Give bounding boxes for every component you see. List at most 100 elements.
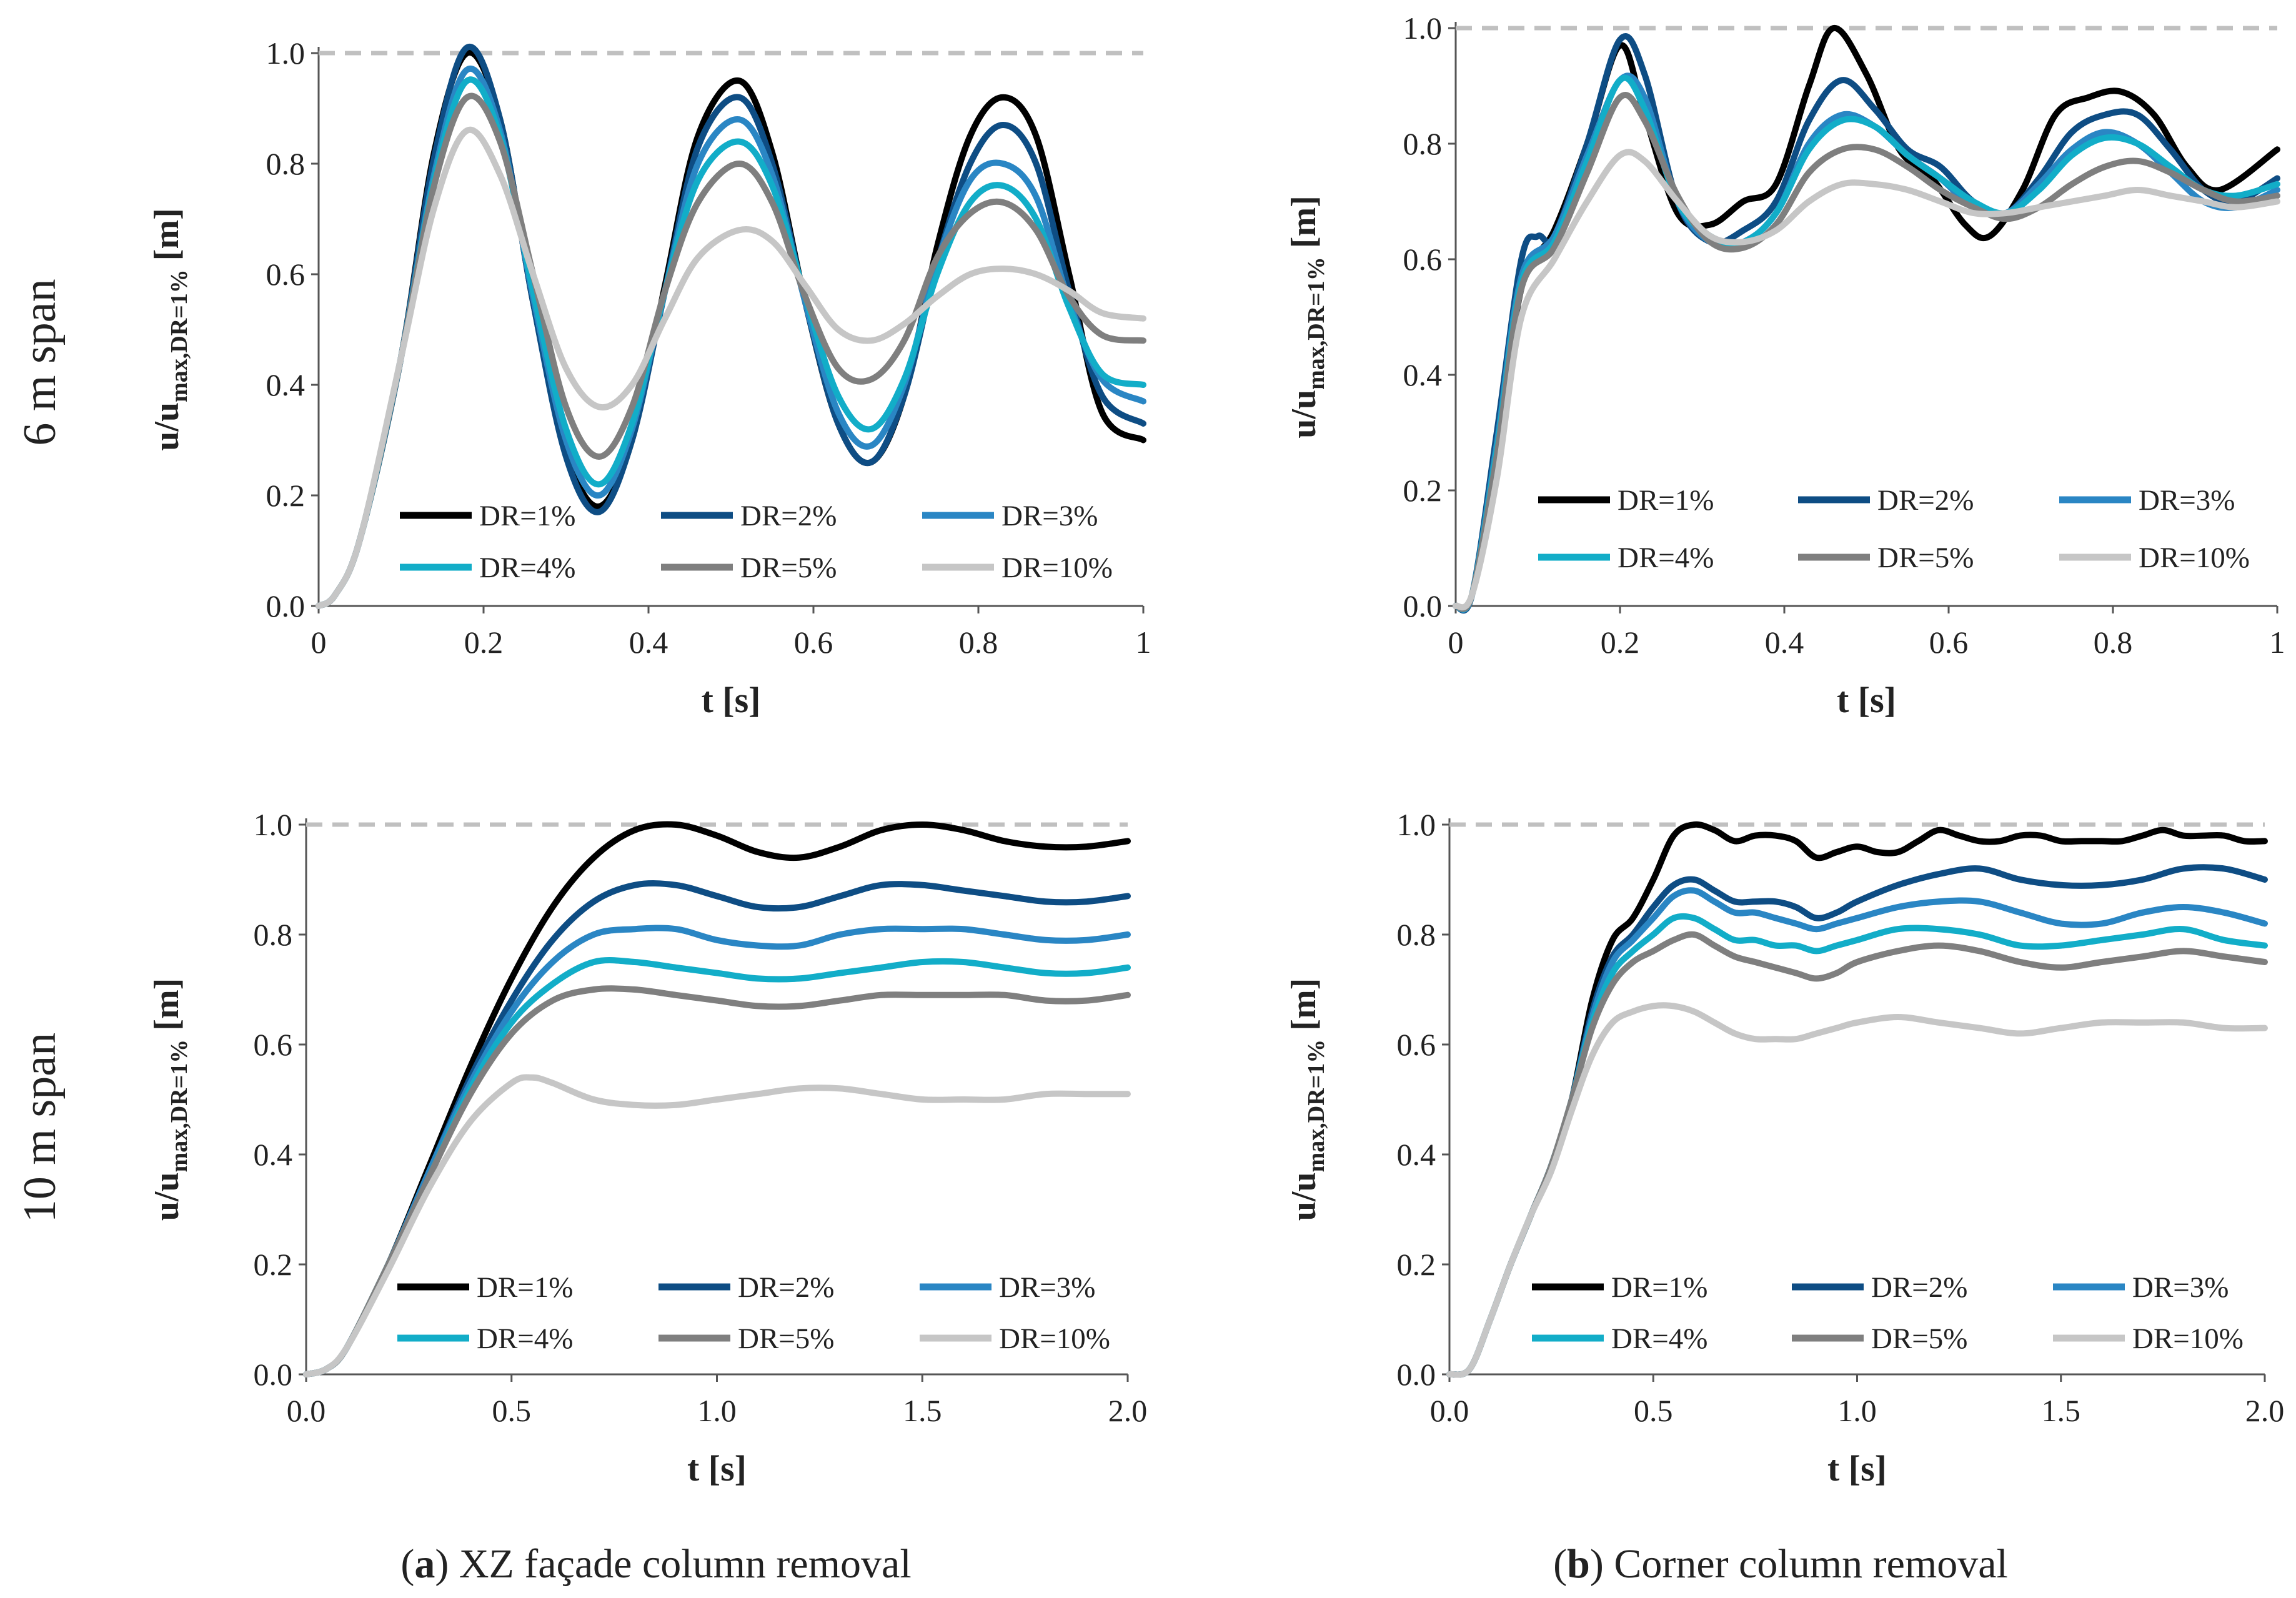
x-tick-label: 1 — [2270, 625, 2285, 660]
legend-label: DR=1% — [479, 500, 575, 532]
x-axis-label: t [s] — [1827, 1448, 1887, 1489]
legend-label: DR=10% — [1001, 552, 1113, 584]
legend-label: DR=2% — [738, 1271, 834, 1304]
y-tick-label: 0.0 — [266, 588, 306, 623]
y-tick-label: 0.8 — [266, 146, 306, 181]
legend-label: DR=4% — [1611, 1323, 1707, 1355]
y-axis-label-unit: [m] — [1285, 978, 1323, 1040]
panel-top-left: 0.0 0.2 0.4 0.6 0.8 1.0 0 0.2 0.4 0.6 0.8 1 DR=1% DR=… — [147, 36, 1151, 720]
x-tick-label: 0 — [311, 625, 327, 660]
y-tick-label: 0.2 — [1397, 1247, 1436, 1282]
legend-label: DR=4% — [1618, 542, 1714, 574]
series-line-dr5 — [316, 92, 1146, 609]
y-axis-label-main: u/u — [1285, 390, 1323, 439]
legend-label: DR=2% — [1871, 1271, 1967, 1304]
legend-label: DR=10% — [999, 1323, 1110, 1355]
y-tick-label: 0.0 — [1397, 1357, 1436, 1392]
legend-label: DR=1% — [1611, 1271, 1707, 1304]
y-axis-label-subscript: max,DR=1% — [166, 269, 192, 402]
series-line-dr10 — [303, 1074, 1131, 1377]
legend-label: DR=5% — [740, 552, 837, 584]
x-tick-label: 2.0 — [1108, 1393, 1148, 1428]
legend-label: DR=10% — [2139, 542, 2250, 574]
legend-label: DR=3% — [1001, 500, 1098, 532]
y-axis-label: u/umax,DR=1% [m] — [1285, 978, 1329, 1221]
panel-bottom-right: 0.0 0.2 0.4 0.6 0.8 1.0 0.0 0.5 1.0 1.5 2.0 DR=1% DR… — [1285, 807, 2284, 1489]
x-tick-label: 0.2 — [464, 625, 504, 660]
caption-a: (a) XZ façade column removal — [400, 1541, 911, 1587]
panel-bottom-left: 0.0 0.2 0.4 0.6 0.8 1.0 0.0 0.5 1.0 1.5 2.0 DR=1% DR… — [147, 807, 1147, 1489]
legend-label: DR=1% — [1618, 484, 1714, 517]
legend-label: DR=4% — [479, 552, 575, 584]
row-label-6m: 6 m span — [14, 279, 66, 445]
y-tick-label: 0.8 — [254, 917, 293, 952]
caption-a-text: XZ façade column removal — [459, 1541, 912, 1587]
x-tick-label: 0 — [1448, 625, 1464, 660]
series-line-dr5 — [1446, 931, 2268, 1378]
series-line-dr10 — [316, 126, 1146, 609]
legend-label: DR=3% — [2132, 1271, 2229, 1304]
y-axis-label-main: u/u — [147, 1172, 186, 1221]
caption-b: (b) Corner column removal — [1553, 1541, 2008, 1587]
legend-label: DR=3% — [999, 1271, 1095, 1304]
y-tick-label: 0.6 — [266, 257, 306, 292]
x-tick-label: 0.8 — [959, 625, 998, 660]
legend-label: DR=5% — [1871, 1323, 1967, 1355]
series-line-dr2 — [316, 44, 1146, 609]
y-tick-label: 0.4 — [1403, 357, 1443, 392]
legend-label: DR=4% — [477, 1323, 573, 1355]
x-tick-label: 0.5 — [1634, 1393, 1673, 1428]
y-tick-label: 0.2 — [1403, 473, 1443, 508]
series-line-dr10 — [1453, 149, 2280, 611]
x-tick-label: 0.0 — [287, 1393, 326, 1428]
y-tick-label: 0.4 — [266, 367, 306, 402]
legend-label: DR=2% — [1877, 484, 1974, 517]
y-axis-label-unit: [m] — [1285, 196, 1323, 257]
y-axis-label: u/umax,DR=1% [m] — [1285, 196, 1329, 439]
legend-label: DR=2% — [740, 500, 837, 532]
x-tick-label: 0.4 — [1765, 625, 1804, 660]
legend-label: DR=10% — [2132, 1323, 2244, 1355]
x-axis-label: t [s] — [687, 1448, 747, 1489]
caption-b-text: Corner column removal — [1614, 1541, 2007, 1587]
series-line-dr1 — [1453, 25, 2280, 612]
x-tick-label: 1.0 — [1837, 1393, 1877, 1428]
x-tick-label: 1.5 — [903, 1393, 942, 1428]
series-line-dr2 — [1453, 33, 2280, 614]
caption-b-letter: b — [1567, 1541, 1590, 1587]
x-tick-label: 0.6 — [1929, 625, 1969, 660]
legend-label: DR=5% — [738, 1323, 834, 1355]
panel-top-right: 0.0 0.2 0.4 0.6 0.8 1.0 0 0.2 0.4 0.6 0.8 1 DR=1% DR=… — [1285, 11, 2285, 720]
x-axis-label: t [s] — [1837, 680, 1896, 720]
y-tick-label: 0.4 — [254, 1137, 293, 1172]
y-tick-label: 1.0 — [266, 36, 306, 71]
y-tick-label: 0.6 — [1403, 242, 1443, 277]
x-tick-label: 2.0 — [2245, 1393, 2285, 1428]
series-line-dr10 — [1446, 1002, 2268, 1378]
y-axis-label: u/umax,DR=1% [m] — [147, 978, 192, 1221]
legend-label: DR=1% — [477, 1271, 573, 1304]
y-axis-label-unit: [m] — [147, 208, 186, 269]
row-label-10m: 10 m span — [14, 1033, 66, 1223]
y-axis-label-subscript: max,DR=1% — [1303, 257, 1329, 390]
legend-label: DR=3% — [2139, 484, 2235, 517]
y-tick-label: 0.4 — [1397, 1137, 1436, 1172]
caption-a-letter: a — [414, 1541, 435, 1587]
y-tick-label: 0.6 — [254, 1027, 293, 1062]
x-tick-label: 0.4 — [629, 625, 668, 660]
x-tick-label: 0.0 — [1430, 1393, 1469, 1428]
y-axis-label-subscript: max,DR=1% — [166, 1040, 192, 1173]
legend-label: DR=5% — [1877, 542, 1974, 574]
x-tick-label: 1 — [1136, 625, 1151, 660]
x-tick-label: 0.8 — [2094, 625, 2133, 660]
y-tick-label: 1.0 — [1397, 807, 1436, 842]
y-tick-label: 0.0 — [254, 1357, 293, 1392]
y-tick-label: 0.2 — [254, 1247, 293, 1282]
y-tick-label: 0.6 — [1397, 1027, 1436, 1062]
x-tick-label: 1.5 — [2042, 1393, 2081, 1428]
y-axis-label: u/umax,DR=1% [m] — [147, 208, 192, 451]
y-tick-label: 0.0 — [1403, 588, 1443, 623]
y-tick-label: 0.2 — [266, 478, 306, 513]
y-tick-label: 0.8 — [1397, 917, 1436, 952]
